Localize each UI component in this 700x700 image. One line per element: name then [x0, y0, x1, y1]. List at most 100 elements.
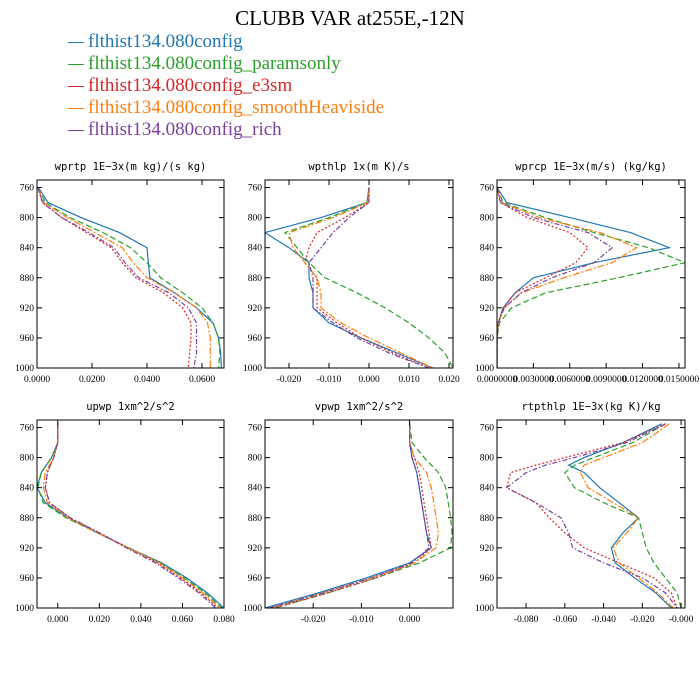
x-tick-label: 0.010 [398, 375, 420, 385]
legend-swatch [68, 64, 84, 66]
x-tick-label: 0.020 [438, 375, 460, 385]
series-line [563, 423, 682, 608]
y-tick-label: 800 [480, 454, 495, 464]
y-tick-label: 800 [20, 454, 35, 464]
y-tick-label: 840 [480, 484, 495, 494]
panel-title: vpwp 1xm^2/s^2 [315, 401, 404, 413]
plot-frame [496, 419, 686, 609]
y-tick-label: 840 [20, 484, 35, 494]
legend-item: flthist134.080config_smoothHeaviside [68, 97, 384, 119]
y-tick-label: 920 [480, 544, 495, 554]
y-tick-label: 840 [248, 244, 263, 254]
panel-title: rtpthlp 1E−3x(kg K)/kg [521, 401, 660, 413]
x-tick-label: 0.0120000 [622, 375, 663, 385]
legend-swatch [68, 86, 84, 88]
y-tick-label: 800 [248, 454, 263, 464]
series-line [265, 423, 433, 608]
x-tick-label: -0.010 [349, 615, 374, 625]
x-tick-label: -0.040 [591, 615, 616, 625]
plot-frame [36, 179, 225, 369]
series-line [44, 423, 219, 608]
y-tick-label: 920 [248, 304, 263, 314]
y-tick-label: 1000 [15, 364, 34, 374]
x-tick-label: -0.080 [514, 615, 539, 625]
series-line [304, 187, 430, 368]
y-tick-label: 880 [20, 514, 35, 524]
legend-item: flthist134.080config_rich [68, 119, 282, 141]
y-tick-label: 960 [480, 574, 495, 584]
legend-swatch [68, 130, 84, 132]
series-line [37, 187, 211, 368]
y-tick-label: 960 [248, 334, 263, 344]
y-tick-label: 800 [20, 214, 35, 224]
legend-item: flthist134.080config [68, 31, 243, 53]
series-line [579, 423, 674, 608]
y-tick-label: 840 [20, 244, 35, 254]
y-tick-label: 920 [480, 304, 495, 314]
series-line [269, 423, 440, 608]
legend-swatch [68, 42, 84, 44]
legend-label: flthist134.080config_rich [88, 119, 282, 140]
legend-item: flthist134.080config_e3sm [68, 75, 292, 97]
panel-title: wpthlp 1x(m K)/s [308, 161, 409, 173]
legend-label: flthist134.080config_paramsonly [88, 53, 341, 74]
x-tick-label: -0.000 [669, 615, 694, 625]
series-line [37, 423, 223, 608]
y-tick-label: 760 [480, 424, 495, 434]
series-line [497, 187, 672, 368]
x-tick-label: 0.060 [172, 615, 194, 625]
x-tick-label: 0.0000 [24, 375, 50, 385]
y-tick-label: 880 [480, 274, 495, 284]
y-tick-label: 1000 [475, 364, 494, 374]
x-tick-label: 0.040 [130, 615, 152, 625]
plot-frame [264, 419, 454, 609]
x-tick-label: 0.0600 [189, 375, 215, 385]
legend-label: flthist134.080config_smoothHeaviside [88, 97, 385, 118]
legend-swatch [68, 108, 84, 110]
series-line [505, 423, 678, 608]
legend-item: flthist134.080config_paramsonly [68, 53, 341, 75]
series-line [288, 187, 434, 368]
x-tick-label: -0.020 [301, 615, 326, 625]
y-tick-label: 920 [20, 544, 35, 554]
series-line [497, 187, 638, 368]
y-tick-label: 760 [480, 184, 495, 194]
y-tick-label: 920 [248, 544, 263, 554]
y-tick-label: 880 [480, 514, 495, 524]
x-tick-label: 0.0060000 [550, 375, 591, 385]
y-tick-label: 800 [480, 214, 495, 224]
x-tick-label: 0.000 [399, 615, 421, 625]
y-tick-label: 880 [20, 274, 35, 284]
x-tick-label: 0.0090000 [586, 375, 627, 385]
panel-title: upwp 1xm^2/s^2 [86, 401, 175, 413]
y-tick-label: 1000 [243, 364, 262, 374]
series-line [37, 187, 192, 368]
y-tick-label: 800 [248, 214, 263, 224]
series-line [44, 423, 217, 608]
plot-frame [36, 419, 225, 609]
series-line [505, 423, 678, 608]
panel-title: wprcp 1E−3x(m/s) (kg/kg) [515, 161, 667, 173]
y-tick-label: 880 [248, 514, 263, 524]
series-line [497, 187, 589, 368]
series-line [497, 187, 685, 368]
y-tick-label: 920 [20, 304, 35, 314]
y-tick-label: 840 [480, 244, 495, 254]
series-line [37, 187, 198, 368]
y-tick-label: 760 [20, 424, 35, 434]
chart-title: CLUBB VAR at255E,-12N [235, 6, 465, 30]
series-line [274, 423, 453, 608]
x-tick-label: 0.0000000 [477, 375, 518, 385]
x-tick-label: -0.020 [630, 615, 655, 625]
y-tick-label: 1000 [15, 604, 34, 614]
x-tick-label: -0.010 [317, 375, 342, 385]
y-tick-label: 960 [248, 574, 263, 584]
y-tick-label: 1000 [475, 604, 494, 614]
series-line [284, 187, 453, 368]
y-tick-label: 1000 [243, 604, 262, 614]
y-tick-label: 960 [480, 334, 495, 344]
y-tick-label: 840 [248, 484, 263, 494]
x-tick-label: 0.0150000 [659, 375, 700, 385]
x-tick-label: 0.0200 [79, 375, 105, 385]
